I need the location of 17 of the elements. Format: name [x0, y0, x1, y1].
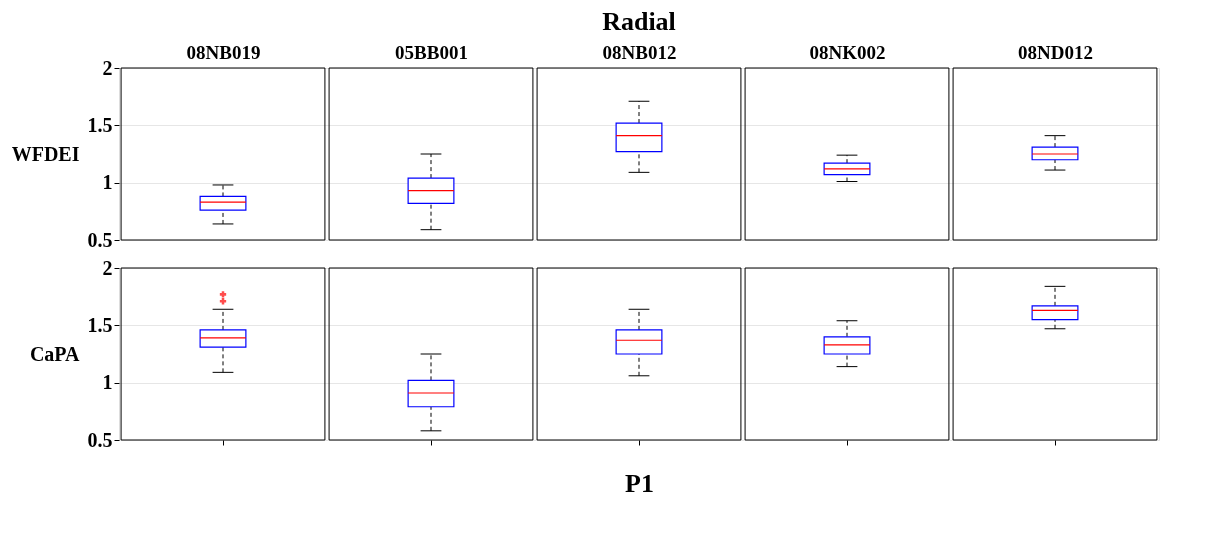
y-tick-label: 1.5 [87, 313, 113, 336]
x-tick-label: 08NK002 [809, 41, 886, 63]
y-tick-label: 1 [102, 171, 113, 194]
x-tick-label: 08NB019 [186, 41, 261, 63]
y-axis-title: CaPA [29, 342, 81, 365]
y-tick-label: 0.5 [87, 428, 113, 451]
x-tick-label: 05BB001 [395, 41, 468, 63]
y-axis-title: WFDEI [11, 142, 80, 165]
chart-title: Radial [602, 7, 676, 36]
y-tick-label: 2 [102, 256, 113, 279]
x-tick-label: 08NB012 [602, 41, 677, 63]
y-tick-label: 2 [102, 56, 113, 79]
x-tick-label: 08ND012 [1018, 41, 1093, 63]
y-tick-label: 0.5 [87, 228, 113, 251]
y-tick-label: 1 [102, 371, 113, 394]
y-tick-label: 1.5 [87, 113, 113, 136]
x-axis-title: P1 [625, 469, 654, 498]
